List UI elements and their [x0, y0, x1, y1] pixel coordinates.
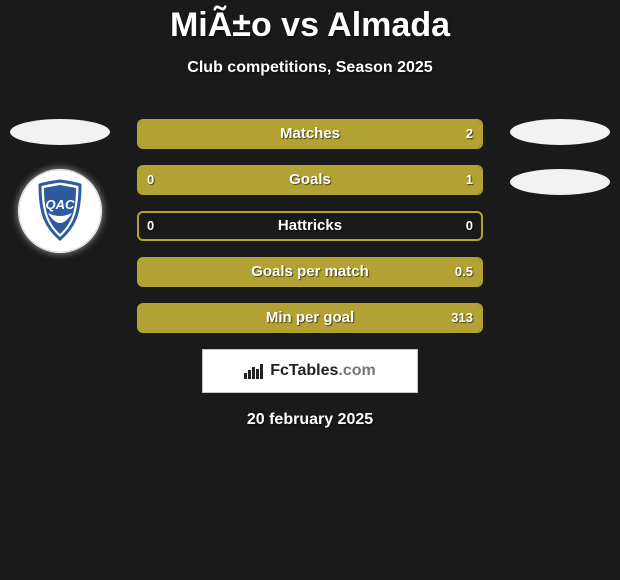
- stat-row: Matches2: [137, 119, 483, 149]
- brand-suffix: .com: [338, 362, 375, 379]
- stat-row: Goals per match0.5: [137, 257, 483, 287]
- page-title: MiÃ±o vs Almada: [0, 0, 620, 45]
- stat-label: Min per goal: [139, 305, 481, 331]
- brand-box: FcTables.com: [202, 349, 418, 393]
- left-club-logo: QAC: [18, 169, 102, 253]
- right-player-chip-1: [510, 119, 610, 145]
- stat-label: Goals per match: [139, 259, 481, 285]
- stat-value-left: 0: [139, 167, 162, 193]
- stat-label: Goals: [139, 167, 481, 193]
- stat-label: Hattricks: [139, 213, 481, 239]
- page-subtitle: Club competitions, Season 2025: [0, 59, 620, 77]
- stat-row: Min per goal313: [137, 303, 483, 333]
- stat-value-right: 313: [443, 305, 481, 331]
- stat-value-left: 0: [139, 213, 162, 239]
- comparison-area: QAC Matches2Goals01Hattricks00Goals per …: [0, 119, 620, 333]
- stat-value-right: 2: [458, 121, 481, 147]
- footer-date: 20 february 2025: [0, 411, 620, 429]
- stat-row: Goals0 1: [137, 165, 483, 195]
- right-player-column: [510, 119, 610, 219]
- chart-icon: [244, 363, 264, 379]
- brand-text: FcTables.com: [270, 362, 376, 380]
- stat-row: Hattricks0 0: [137, 211, 483, 241]
- stat-value-right: 0: [458, 213, 481, 239]
- shield-icon: QAC: [18, 169, 102, 253]
- right-player-chip-2: [510, 169, 610, 195]
- stat-rows: Matches2Goals01Hattricks00Goals per matc…: [137, 119, 483, 333]
- left-player-column: QAC: [10, 119, 110, 253]
- left-player-chip: [10, 119, 110, 145]
- stat-value-right: 1: [458, 167, 481, 193]
- svg-text:QAC: QAC: [46, 197, 76, 212]
- stat-label: Matches: [139, 121, 481, 147]
- stat-value-right: 0.5: [447, 259, 481, 285]
- brand-main: FcTables: [270, 362, 338, 379]
